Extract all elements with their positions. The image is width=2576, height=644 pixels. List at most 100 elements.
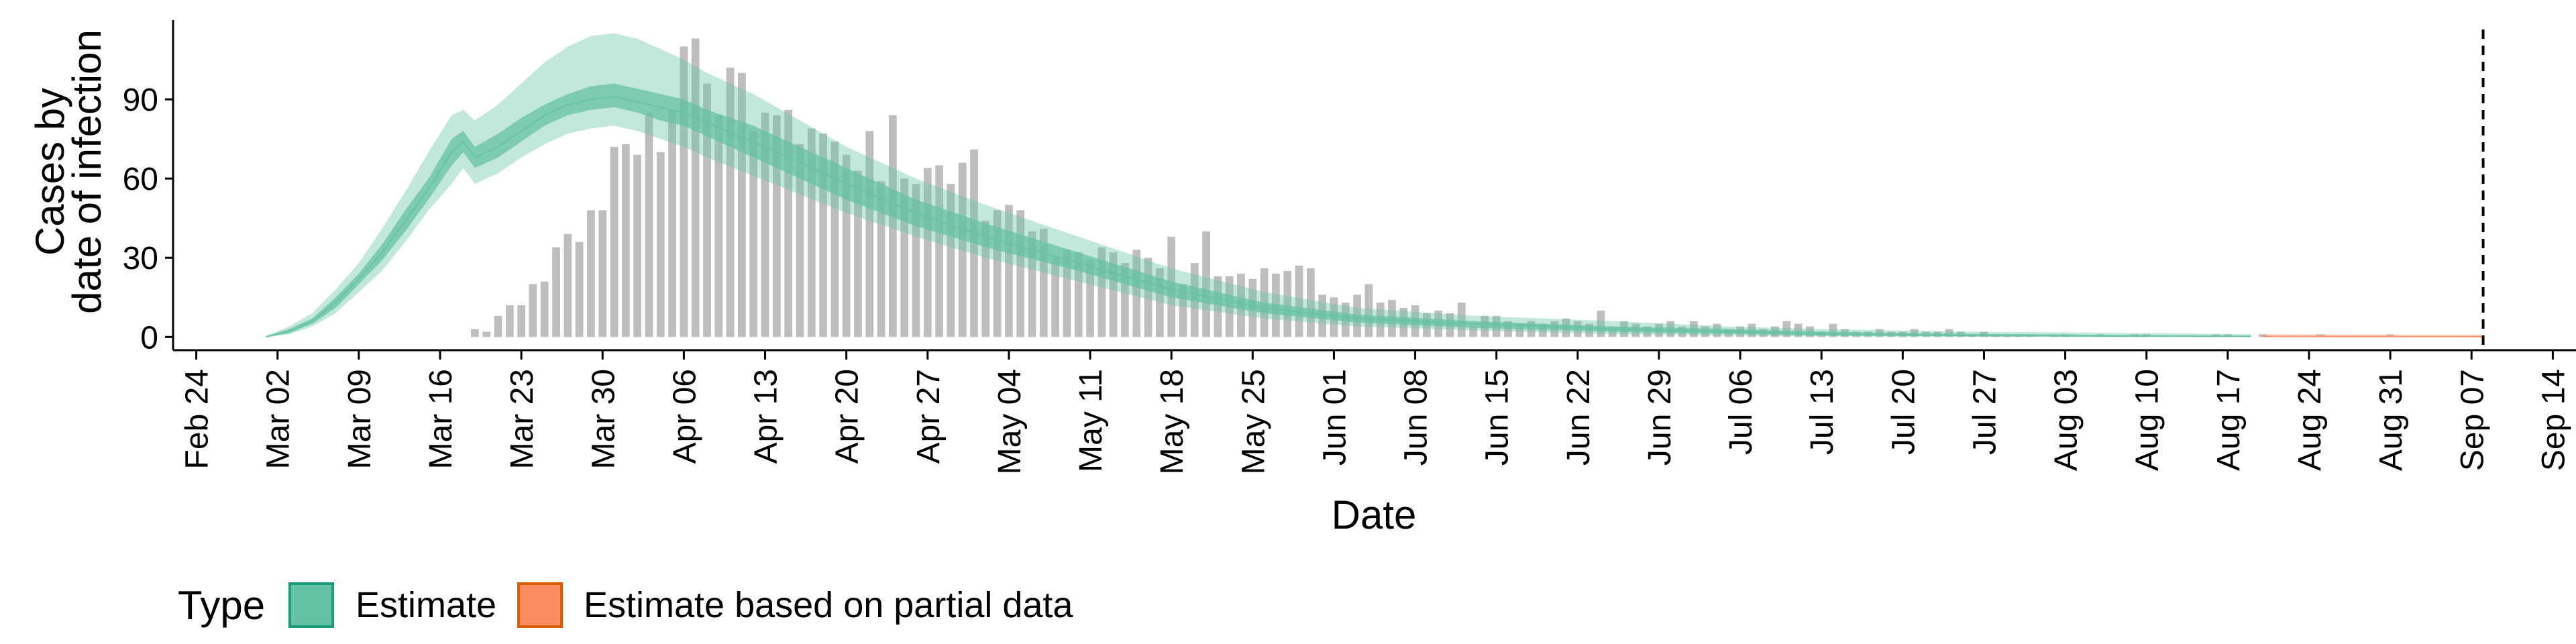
x-tick-label: Jul 06	[1723, 369, 1759, 455]
case-bar	[865, 131, 874, 337]
case-bar	[958, 162, 967, 337]
x-tick-label: Jun 01	[1317, 369, 1352, 466]
case-bar	[633, 154, 642, 337]
x-tick-label: Mar 23	[504, 369, 540, 469]
case-bar	[1295, 266, 1303, 337]
case-bar	[1086, 260, 1094, 337]
case-bar	[1005, 205, 1013, 337]
axes: 0 30 60 90 Feb 24 Mar 02 Mar 09 Mar 16 Mar 23 Mar…	[123, 20, 2576, 474]
estimate-median-line	[266, 96, 2251, 338]
case-bar	[1179, 284, 1187, 337]
case-bar	[796, 144, 804, 337]
case-bar	[900, 178, 909, 337]
case-bar	[772, 115, 781, 337]
x-tick-label: Mar 30	[586, 369, 621, 469]
x-tick-label: Sep 07	[2455, 369, 2490, 471]
case-bar	[1051, 258, 1060, 337]
x-tick-label: Apr 06	[667, 369, 702, 464]
x-tick-label: Jun 29	[1642, 369, 1678, 466]
y-tick-label: 90	[123, 83, 158, 118]
case-bar	[1794, 323, 1803, 337]
x-tick-label: Jul 13	[1805, 369, 1840, 455]
case-bar	[1155, 268, 1164, 337]
case-bar	[529, 284, 537, 337]
case-bar	[587, 210, 595, 337]
y-axis-label-line-1: Cases by	[28, 88, 72, 256]
x-axis-label: Date	[1332, 492, 1417, 537]
case-bar	[1028, 231, 1036, 337]
case-bar	[807, 128, 816, 337]
x-tick-label: Aug 03	[2049, 369, 2084, 471]
case-bar	[738, 72, 746, 337]
y-axis-label-line-2: date of infection	[64, 30, 109, 314]
case-bar	[621, 144, 630, 337]
x-tick-label: Mar 16	[423, 369, 459, 469]
case-bar	[1306, 268, 1315, 337]
case-bar	[2316, 334, 2325, 337]
estimate-outer-band	[266, 33, 2251, 337]
case-bar	[819, 133, 827, 337]
case-bar	[1945, 329, 1953, 337]
x-tick-label: Jun 08	[1399, 369, 1434, 466]
case-bar	[691, 38, 700, 337]
legend-key-estimate	[288, 582, 334, 628]
legend-key-partial	[517, 582, 563, 628]
x-tick-label: Aug 17	[2211, 369, 2247, 471]
case-bar	[703, 83, 711, 337]
case-bar	[656, 152, 665, 337]
case-bar	[1144, 258, 1152, 337]
legend: Type Estimate Estimate based on partial …	[178, 582, 1073, 628]
case-bar	[993, 210, 1002, 337]
case-bar	[714, 115, 723, 337]
y-tick-label: 30	[123, 241, 158, 276]
case-bar	[761, 112, 769, 337]
case-bar	[1063, 250, 1071, 337]
case-bar	[1074, 252, 1083, 337]
case-bar	[575, 241, 584, 337]
x-tick-label: Apr 13	[749, 369, 784, 464]
x-tick-label: Jul 27	[1968, 369, 2003, 455]
case-bar	[1910, 329, 1919, 337]
case-bar	[1039, 228, 1048, 337]
case-bar	[1829, 323, 1837, 337]
x-tick-label: May 11	[1073, 369, 1109, 472]
x-tick-label: May 25	[1236, 369, 1271, 474]
case-bar	[981, 221, 990, 337]
case-bar	[471, 329, 479, 337]
x-tick-label: Feb 24	[180, 369, 215, 469]
x-tick-label: Jun 15	[1480, 369, 1515, 466]
case-bar	[2386, 334, 2395, 337]
x-tick-label: Apr 27	[911, 369, 947, 464]
x-tick-label: Mar 02	[261, 369, 297, 469]
case-bar	[1469, 326, 1477, 337]
case-bar	[1597, 310, 1605, 337]
case-bar	[517, 305, 526, 337]
y-axis-label: Cases by date of infection	[28, 30, 109, 314]
x-tick-label: Aug 10	[2130, 369, 2165, 471]
case-bar	[947, 184, 955, 337]
x-tick-label: Jun 22	[1561, 369, 1597, 466]
case-bar	[1504, 321, 1512, 337]
case-bar	[494, 315, 502, 337]
case-bar	[1283, 270, 1292, 337]
case-bar	[1016, 210, 1025, 337]
case-bar	[830, 142, 839, 337]
case-bar	[923, 168, 932, 337]
x-tick-label: Jul 20	[1886, 369, 1921, 455]
case-bar	[540, 281, 549, 337]
case-bar	[2258, 334, 2267, 337]
case-bar	[1515, 323, 1524, 337]
case-bar	[645, 112, 653, 337]
case-bar	[598, 210, 607, 337]
case-bar	[888, 115, 897, 337]
estimate-inner-band	[266, 83, 2251, 337]
x-tick-label: May 04	[992, 369, 1028, 474]
case-bar	[1260, 268, 1269, 337]
case-bar	[680, 46, 688, 337]
legend-label-partial: Estimate based on partial data	[584, 585, 1073, 625]
y-tick-label: 60	[123, 162, 158, 197]
case-bar	[610, 146, 619, 337]
case-bar	[1121, 263, 1129, 337]
legend-label-estimate: Estimate	[356, 585, 496, 625]
case-bar	[784, 109, 793, 337]
